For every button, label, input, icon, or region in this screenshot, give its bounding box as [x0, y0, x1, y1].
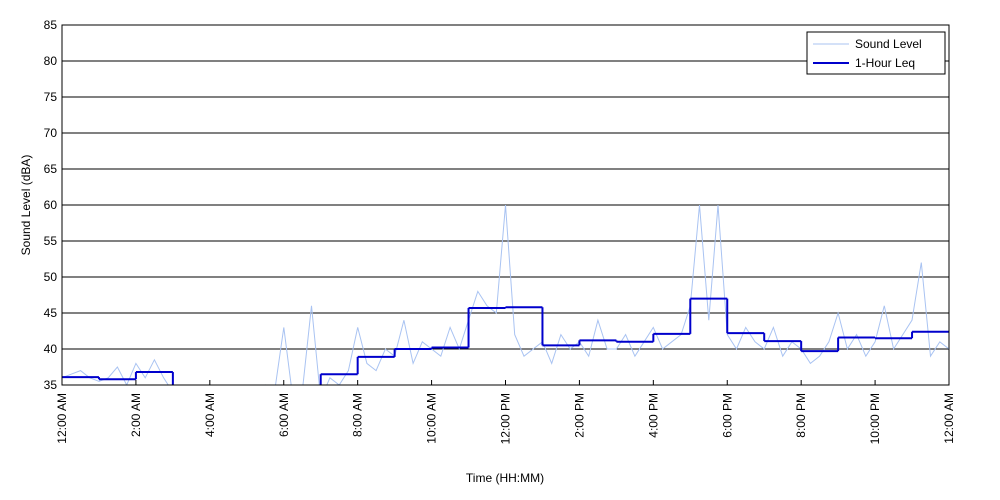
x-tick-label: 8:00 AM — [351, 393, 365, 437]
x-tick-label: 2:00 PM — [572, 393, 586, 438]
x-tick-label: 12:00 AM — [55, 393, 69, 444]
x-tick-label: 6:00 AM — [277, 393, 291, 437]
legend-label: 1-Hour Leq — [855, 56, 915, 70]
x-tick-label: 4:00 PM — [646, 393, 660, 438]
y-tick-label: 65 — [44, 162, 58, 176]
x-tick-label: 10:00 PM — [868, 393, 882, 444]
x-axis-label: Time (HH:MM) — [466, 471, 544, 485]
x-tick-label: 4:00 AM — [203, 393, 217, 437]
y-tick-label: 55 — [44, 234, 58, 248]
x-tick-label: 12:00 PM — [499, 393, 513, 444]
y-axis-label: Sound Level (dBA) — [19, 155, 33, 256]
y-tick-label: 45 — [44, 306, 58, 320]
x-tick-label: 12:00 AM — [942, 393, 956, 444]
x-tick-label: 10:00 AM — [425, 393, 439, 444]
y-tick-label: 70 — [44, 126, 58, 140]
legend-label: Sound Level — [855, 37, 922, 51]
y-tick-label: 35 — [44, 378, 58, 392]
y-tick-label: 75 — [44, 90, 58, 104]
y-tick-label: 60 — [44, 198, 58, 212]
legend-box — [806, 31, 946, 75]
x-tick-label: 8:00 PM — [794, 393, 808, 438]
x-tick-label: 2:00 AM — [129, 393, 143, 437]
y-tick-label: 40 — [44, 342, 58, 356]
y-tick-label: 80 — [44, 54, 58, 68]
y-tick-label: 85 — [44, 18, 58, 32]
y-tick-label: 50 — [44, 270, 58, 284]
x-tick-label: 6:00 PM — [720, 393, 734, 438]
